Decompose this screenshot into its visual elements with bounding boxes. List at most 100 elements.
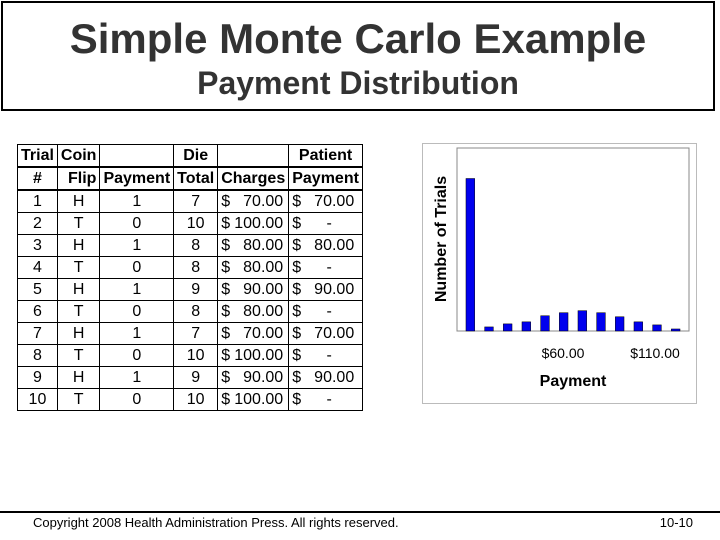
table-row: 2 T 0 10 $100.00 $ - (17, 212, 363, 235)
currency-symbol: $ (221, 303, 231, 320)
cell-patient-payment: $70.00 (288, 189, 363, 213)
money-value: 80.00 (243, 259, 284, 276)
currency-symbol: $ (221, 259, 231, 276)
currency-symbol: $ (292, 347, 302, 364)
cell-charges: $100.00 (217, 344, 290, 367)
x-tick-label: $60.00 (542, 345, 585, 361)
chart-svg: $60.00 $110.00 Payment Number of Trials (433, 147, 690, 390)
currency-symbol: $ (221, 237, 231, 254)
currency-symbol: $ (292, 325, 302, 342)
cell-coin: T (56, 388, 101, 411)
cell-patient-payment: $ - (288, 256, 363, 279)
cell-patient-payment: $90.00 (288, 366, 363, 389)
cell-die: 8 (173, 300, 219, 323)
cell-coin: T (56, 256, 101, 279)
bar (465, 178, 475, 332)
plot-area (456, 147, 690, 332)
cell-payment: 1 (99, 322, 175, 345)
currency-symbol: $ (292, 215, 302, 232)
currency-symbol: $ (221, 391, 231, 408)
table-row: 6 T 0 8 $80.00 $ - (17, 300, 363, 323)
money-value: 80.00 (314, 237, 355, 254)
cell-trial: 9 (17, 366, 58, 389)
money-value: 70.00 (314, 193, 355, 210)
currency-symbol: $ (221, 347, 231, 364)
cell-die: 8 (173, 256, 219, 279)
table-row: 10 T 0 10 $100.00 $ - (17, 388, 363, 411)
bar (652, 324, 662, 332)
money-value: 70.00 (243, 325, 284, 342)
x-axis-label: Payment (540, 373, 607, 390)
bar (615, 316, 625, 332)
cell-payment: 0 (99, 388, 175, 411)
money-value: - (326, 347, 332, 364)
header-die-bottom: Total (173, 167, 219, 191)
cell-charges: $90.00 (217, 366, 290, 389)
cell-die: 9 (173, 366, 219, 389)
money-value: 70.00 (243, 193, 284, 210)
cell-die: 8 (173, 234, 219, 257)
cell-trial: 10 (17, 388, 58, 411)
table-row: 8 T 0 10 $100.00 $ - (17, 344, 363, 367)
money-value: 90.00 (243, 369, 284, 386)
slide-subtitle: Payment Distribution (197, 65, 519, 101)
cell-coin: H (56, 278, 101, 301)
cell-coin: H (56, 366, 101, 389)
copyright-text: Copyright 2008 Health Administration Pre… (33, 515, 399, 530)
title-box: Simple Monte Carlo Example Payment Distr… (1, 1, 715, 111)
x-tick-label: $110.00 (630, 345, 680, 361)
currency-symbol: $ (292, 369, 302, 386)
cell-trial: 5 (17, 278, 58, 301)
money-value: - (326, 259, 332, 276)
cell-patient-payment: $80.00 (288, 234, 363, 257)
currency-symbol: $ (292, 237, 302, 254)
table-row: 7 H 1 7 $70.00 $70.00 (17, 322, 363, 345)
cell-charges: $80.00 (217, 300, 290, 323)
header-charges-bottom: Charges (217, 167, 290, 191)
cell-patient-payment: $ - (288, 212, 363, 235)
header-charges-top (217, 144, 290, 168)
currency-symbol: $ (292, 259, 302, 276)
cell-trial: 6 (17, 300, 58, 323)
currency-symbol: $ (292, 303, 302, 320)
currency-symbol: $ (221, 193, 231, 210)
footer-divider (0, 511, 720, 513)
cell-patient-payment: $90.00 (288, 278, 363, 301)
header-coin-bottom: Flip (56, 167, 101, 191)
bar (484, 326, 494, 332)
cell-coin: H (56, 322, 101, 345)
header-trial-top: Trial (17, 144, 58, 168)
table-row: 4 T 0 8 $80.00 $ - (17, 256, 363, 279)
cell-payment: 1 (99, 366, 175, 389)
bar (577, 310, 587, 332)
money-value: 80.00 (243, 303, 284, 320)
cell-die: 10 (173, 344, 219, 367)
bar (521, 321, 531, 332)
cell-payment: 1 (99, 278, 175, 301)
table-row: 3 H 1 8 $80.00 $80.00 (17, 234, 363, 257)
money-value: 100.00 (234, 347, 284, 364)
cell-patient-payment: $70.00 (288, 322, 363, 345)
table-row: 9 H 1 9 $90.00 $90.00 (17, 366, 363, 389)
table-header-row-2: # Flip Payment Total Charges Payment (17, 167, 363, 191)
cell-die: 9 (173, 278, 219, 301)
table-header-row-1: Trial Coin Die Patient (17, 144, 363, 168)
cell-charges: $90.00 (217, 278, 290, 301)
currency-symbol: $ (221, 215, 231, 232)
bar (671, 328, 681, 332)
cell-trial: 4 (17, 256, 58, 279)
cell-trial: 7 (17, 322, 58, 345)
bar (540, 315, 550, 332)
cell-die: 10 (173, 212, 219, 235)
header-payment-bottom: Payment (99, 167, 175, 191)
trial-table: Trial Coin Die Patient # Flip Payment To… (17, 144, 363, 411)
cell-patient-payment: $ - (288, 344, 363, 367)
cell-die: 7 (173, 322, 219, 345)
money-value: 100.00 (234, 215, 284, 232)
header-die-top: Die (173, 144, 219, 168)
cell-die: 7 (173, 189, 219, 213)
cell-charges: $70.00 (217, 189, 290, 213)
money-value: 100.00 (234, 391, 284, 408)
currency-symbol: $ (221, 281, 231, 298)
bar (596, 312, 606, 332)
